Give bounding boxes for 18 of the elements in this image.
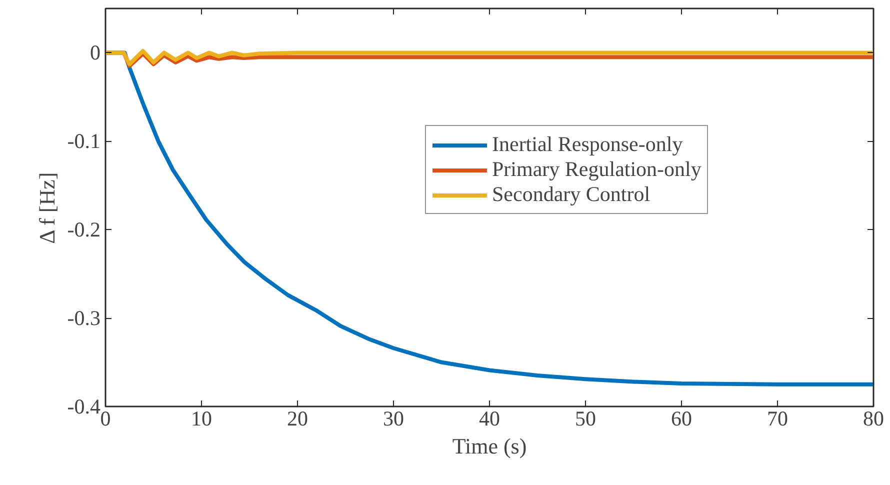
x-tick-label: 80 [863,406,884,430]
legend-label: Secondary Control [492,182,650,207]
legend-label: Primary Regulation-only [492,157,702,182]
x-tick-label: 40 [479,406,500,430]
y-axis-title: Δ f [Hz] [34,172,60,244]
y-tick-label: -0.4 [67,394,101,418]
x-axis-title: Time (s) [452,434,527,458]
x-tick-label: 20 [287,406,308,430]
y-tick-label: -0.1 [67,129,101,154]
x-tick-label: 30 [383,406,404,430]
x-tick-label: 10 [191,406,212,430]
y-tick-label: -0.3 [67,306,101,330]
x-tick-label: 50 [575,406,596,430]
x-tick-label: 60 [671,406,692,430]
y-tick-label: 0 [90,40,100,65]
x-tick-label: 70 [767,406,788,430]
y-tick-label: -0.2 [67,218,101,242]
legend-label: Inertial Response-only [492,132,683,157]
